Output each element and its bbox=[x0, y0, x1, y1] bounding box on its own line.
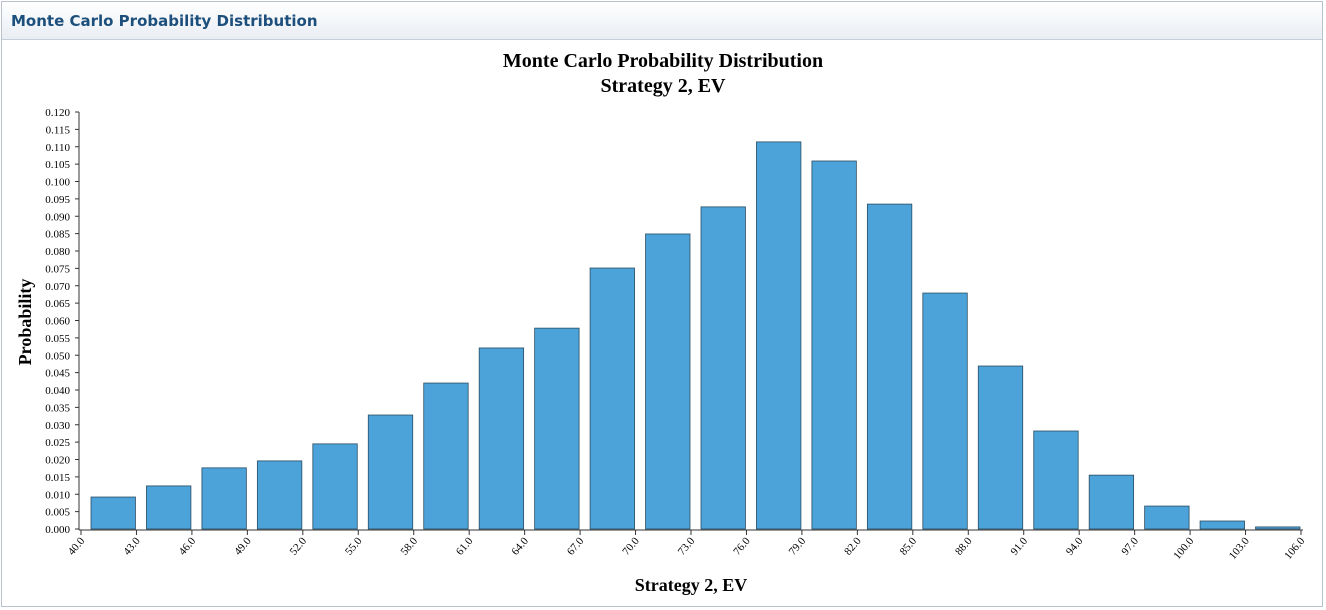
x-tick-label: 103.0 bbox=[1227, 535, 1252, 562]
bar bbox=[1088, 474, 1135, 530]
bar bbox=[866, 203, 913, 530]
chart-subtitle: Strategy 2, EV bbox=[601, 75, 727, 97]
y-tick-label: 0.090 bbox=[45, 211, 70, 223]
bar bbox=[700, 206, 746, 530]
x-tick-label: 70.0 bbox=[620, 535, 642, 558]
x-tick-label: 79.0 bbox=[787, 535, 809, 558]
y-tick-label: 0.065 bbox=[45, 298, 70, 310]
bar bbox=[201, 467, 247, 530]
panel-header: Monte Carlo Probability Distribution bbox=[2, 2, 1322, 40]
y-tick-label: 0.045 bbox=[45, 368, 70, 380]
y-tick-label: 0.095 bbox=[45, 194, 70, 206]
bar bbox=[977, 365, 1024, 530]
x-tick-label: 52.0 bbox=[288, 535, 310, 558]
y-tick-label: 0.020 bbox=[45, 455, 70, 467]
bar bbox=[1144, 505, 1190, 530]
y-tick-label: 0.055 bbox=[45, 333, 70, 345]
bar bbox=[90, 496, 136, 530]
bar bbox=[1199, 520, 1245, 530]
chart-title: Monte Carlo Probability Distribution bbox=[503, 50, 823, 72]
x-tick-label: 43.0 bbox=[121, 535, 143, 558]
y-tick-label: 0.005 bbox=[45, 507, 70, 519]
bar bbox=[256, 460, 303, 530]
x-tick-label: 106.0 bbox=[1282, 535, 1307, 562]
y-tick-label: 0.035 bbox=[45, 402, 70, 414]
bar bbox=[589, 267, 635, 530]
x-tick-label: 85.0 bbox=[898, 535, 920, 558]
y-tick-label: 0.015 bbox=[45, 472, 70, 484]
y-tick-label: 0.075 bbox=[45, 263, 70, 275]
x-tick-label: 67.0 bbox=[565, 535, 587, 558]
y-tick-label: 0.110 bbox=[46, 142, 71, 154]
y-tick-label: 0.080 bbox=[45, 246, 70, 258]
bar bbox=[367, 414, 414, 530]
bar bbox=[922, 292, 968, 530]
bar bbox=[423, 382, 469, 530]
y-tick-label: 0.060 bbox=[45, 316, 70, 328]
x-axis-label: Strategy 2, EV bbox=[635, 575, 747, 595]
x-tick-label: 61.0 bbox=[454, 535, 476, 558]
bar bbox=[645, 233, 691, 530]
x-tick-label: 94.0 bbox=[1064, 535, 1086, 558]
y-tick-label: 0.085 bbox=[45, 229, 70, 241]
y-tick-label: 0.100 bbox=[45, 177, 70, 189]
x-tick-label: 64.0 bbox=[509, 535, 531, 558]
bar bbox=[312, 443, 358, 530]
x-tick-label: 88.0 bbox=[953, 535, 975, 558]
y-tick-label: 0.040 bbox=[45, 385, 70, 397]
bar bbox=[1033, 430, 1079, 530]
bar bbox=[146, 485, 192, 530]
y-tick-label: 0.010 bbox=[45, 489, 70, 501]
y-tick-label: 0.120 bbox=[45, 107, 70, 119]
bar bbox=[1255, 526, 1301, 530]
x-tick-label: 82.0 bbox=[842, 535, 864, 558]
x-tick-label: 40.0 bbox=[66, 535, 88, 558]
y-tick-label: 0.070 bbox=[45, 281, 70, 293]
bar bbox=[534, 327, 580, 530]
x-tick-label: 49.0 bbox=[232, 535, 254, 558]
y-tick-label: 0.115 bbox=[46, 124, 71, 136]
y-tick-label: 0.025 bbox=[45, 437, 70, 449]
y-tick-label: 0.030 bbox=[45, 420, 70, 432]
y-axis-label: Probability bbox=[15, 279, 35, 366]
y-tick-label: 0.105 bbox=[45, 159, 70, 171]
x-tick-label: 58.0 bbox=[398, 535, 420, 558]
x-tick-label: 76.0 bbox=[731, 535, 753, 558]
x-tick-label: 97.0 bbox=[1119, 535, 1141, 558]
bar bbox=[811, 160, 857, 530]
x-tick-label: 55.0 bbox=[343, 535, 365, 558]
y-tick-label: 0.000 bbox=[45, 524, 70, 536]
y-tick-label: 0.050 bbox=[45, 350, 70, 362]
bar bbox=[478, 347, 525, 530]
bar bbox=[756, 141, 802, 530]
x-tick-label: 100.0 bbox=[1171, 535, 1196, 562]
x-tick-label: 73.0 bbox=[676, 535, 698, 558]
x-tick-label: 46.0 bbox=[177, 535, 199, 558]
x-tick-label: 91.0 bbox=[1008, 535, 1030, 558]
